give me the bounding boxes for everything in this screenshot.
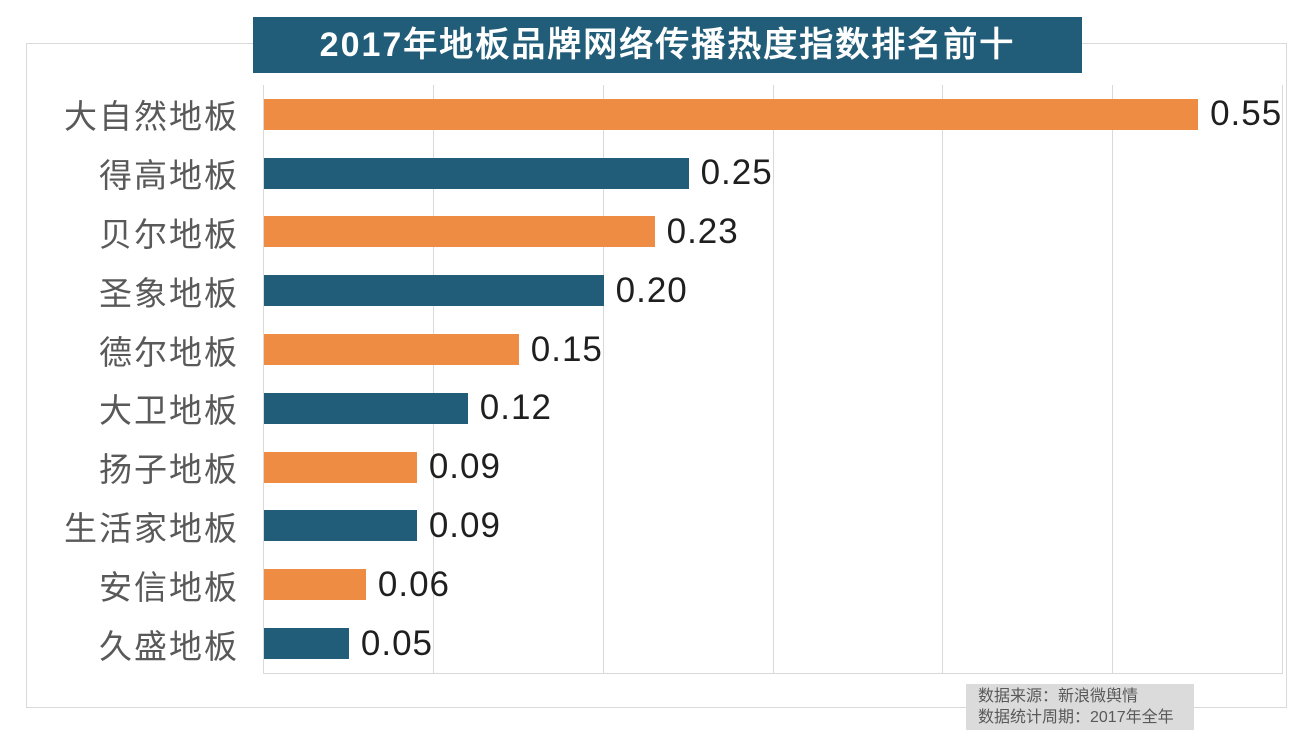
bar [264, 628, 349, 660]
category-label: 安信地板 [99, 568, 239, 606]
bar-rows: 0.55 0.25 0.23 0.20 0.15 0.12 0.09 0.09 0.06 0.05 [264, 85, 1283, 673]
category-label: 大卫地板 [99, 392, 239, 430]
category-label: 得高地板 [99, 157, 239, 195]
gridline [602, 85, 604, 673]
data-source-box: 数据来源：新浪微舆情 数据统计周期：2017年全年 [966, 684, 1194, 730]
bar [264, 569, 366, 601]
category-label: 扬子地板 [99, 451, 239, 489]
bar-value-label: 0.05 [360, 623, 434, 663]
gridlines [264, 85, 1283, 673]
category-label: 生活家地板 [64, 509, 239, 547]
chart-title: 2017年地板品牌网络传播热度指数排名前十 [253, 17, 1082, 73]
bar-row: 0.20 [264, 261, 1283, 320]
bar-row: 0.09 [264, 438, 1283, 497]
gridline [772, 85, 774, 673]
category-label: 久盛地板 [99, 627, 239, 665]
bar-row: 0.05 [264, 614, 1283, 673]
category-label: 德尔地板 [99, 333, 239, 371]
bar [264, 451, 417, 483]
plot-area: 0.55 0.25 0.23 0.20 0.15 0.12 0.09 0.09 0.06 0.05 [263, 85, 1283, 674]
category-labels: 大自然地板得高地板贝尔地板圣象地板德尔地板大卫地板扬子地板生活家地板安信地板久盛… [27, 85, 251, 673]
bar-row: 0.23 [264, 203, 1283, 262]
bar-value-label: 0.25 [700, 153, 773, 193]
bar-row: 0.25 [264, 144, 1283, 203]
bar [264, 98, 1199, 130]
bar-value-label: 0.12 [479, 388, 552, 428]
bar-row: 0.06 [264, 555, 1283, 614]
bar-value-label: 0.09 [428, 447, 501, 487]
bar-value-label: 0.06 [377, 564, 451, 604]
bar-row: 0.15 [264, 320, 1283, 379]
data-period-line: 数据统计周期：2017年全年 [978, 709, 1174, 726]
bar-row: 0.12 [264, 379, 1283, 438]
bar [264, 334, 519, 366]
bar-row: 0.09 [264, 497, 1283, 556]
category-label: 贝尔地板 [99, 215, 239, 253]
data-source-line: 数据来源：新浪微舆情 [978, 688, 1139, 705]
bar-value-label: 0.20 [615, 270, 688, 310]
category-label: 圣象地板 [99, 274, 239, 312]
bar [264, 510, 417, 542]
gridline [1282, 85, 1283, 673]
bar-row: 0.55 [264, 85, 1283, 144]
bar [264, 216, 655, 248]
gridline [432, 85, 434, 673]
bar-value-label: 0.23 [666, 211, 739, 251]
bar-value-label: 0.15 [530, 329, 603, 369]
gridline [1112, 85, 1114, 673]
category-label: 大自然地板 [64, 98, 239, 136]
gridline [942, 85, 944, 673]
bar-value-label: 0.55 [1210, 94, 1283, 134]
bar [264, 392, 468, 424]
bar-value-label: 0.09 [428, 505, 501, 545]
bar [264, 275, 604, 307]
bar [264, 157, 689, 189]
